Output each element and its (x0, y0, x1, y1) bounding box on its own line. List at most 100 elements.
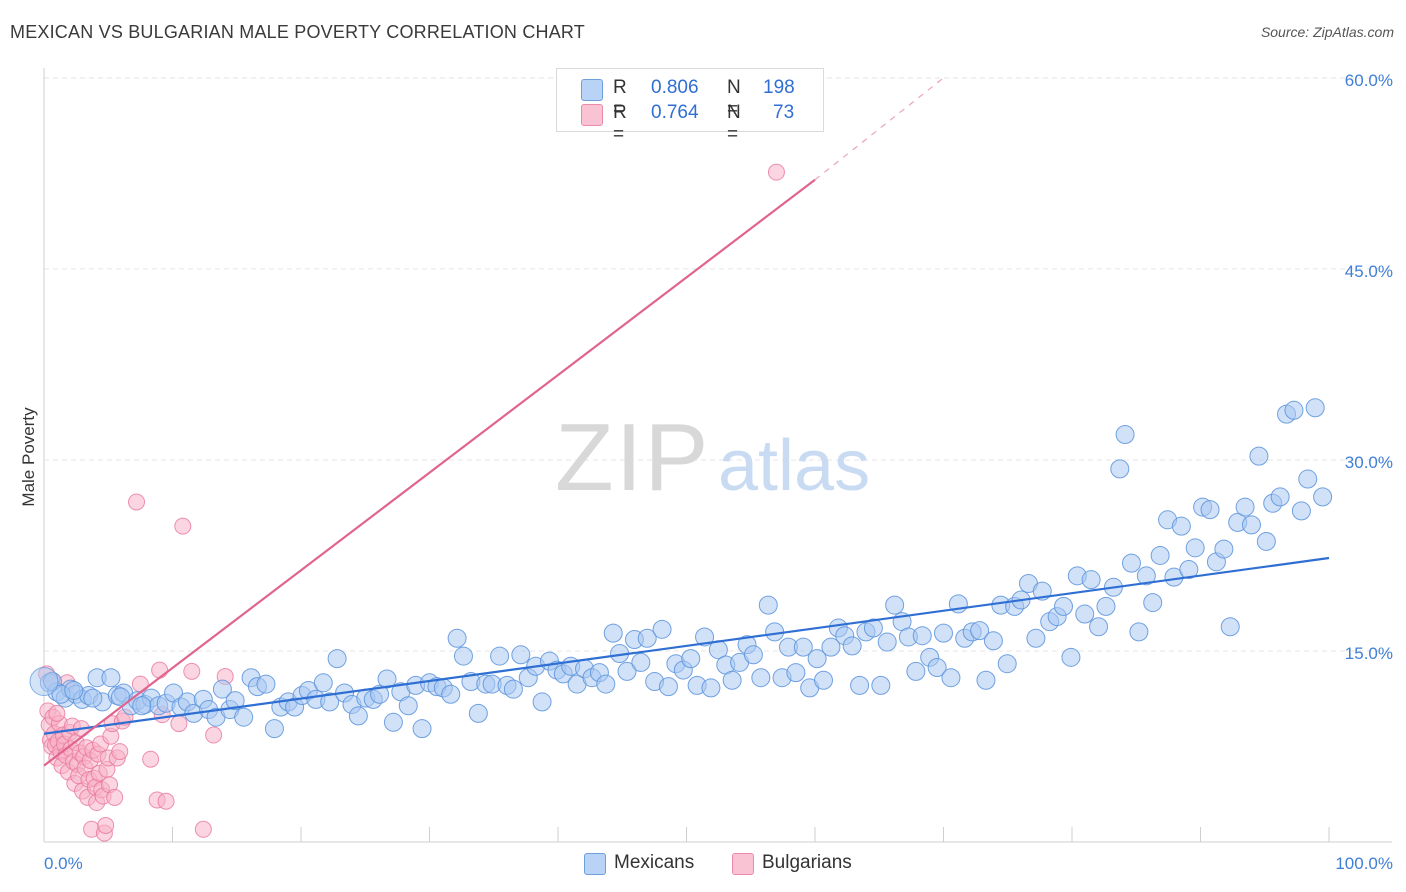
y-tick-label: 15.0% (1345, 644, 1393, 663)
mexican-point (970, 621, 990, 641)
mexican-point (327, 649, 347, 669)
bulgarian-point (111, 743, 129, 761)
bulgarian-point (205, 726, 223, 744)
mexican-point (863, 618, 883, 638)
mexican-point (453, 646, 473, 666)
mexican-point (681, 649, 701, 669)
mexican-point (1256, 531, 1276, 551)
mexican-point (212, 679, 232, 699)
legend-swatch-mexicans (581, 79, 603, 101)
bulgarian-point (128, 493, 146, 511)
mexican-point (1115, 424, 1135, 444)
mexican-point (850, 675, 870, 695)
legend-r-label: R = (613, 77, 627, 120)
mexican-point (842, 636, 862, 656)
mexican-point (313, 673, 333, 693)
mexican-point (997, 654, 1017, 674)
mexican-point (603, 623, 623, 643)
bulgarian-point (97, 816, 115, 834)
bottom-legend-swatch-mexicans (584, 853, 606, 875)
bulgarian-point (106, 788, 124, 806)
mexican-point (1054, 596, 1074, 616)
mexican-point (348, 706, 368, 726)
mexican-point (1200, 500, 1220, 520)
mexican-point (412, 719, 432, 739)
mexican-point (398, 696, 418, 716)
mexican-point (1214, 539, 1234, 559)
legend-r-value-mexicans: 0.806 (651, 77, 699, 98)
mexican-point (941, 668, 961, 688)
mexican-point (377, 669, 397, 689)
watermark-atlas: atlas (718, 426, 870, 506)
mexican-point (743, 645, 763, 665)
bulgarian-point (157, 792, 175, 810)
mexican-point (1081, 570, 1101, 590)
mexican-point (877, 632, 897, 652)
mexican-point (1241, 515, 1261, 535)
mexican-point (885, 595, 905, 615)
mexican-point (225, 691, 245, 711)
mexican-point (695, 627, 715, 647)
mexican-point (807, 649, 827, 669)
mexican-point (1291, 501, 1311, 521)
mexican-point (758, 595, 778, 615)
mexican-point (1171, 516, 1191, 536)
mexican-point (912, 626, 932, 646)
mexican-point (511, 645, 531, 665)
mexican-point (383, 712, 403, 732)
mexican-point (320, 692, 340, 712)
mexican-point (1270, 487, 1290, 507)
mexican-point (1298, 469, 1318, 489)
mexican-point (1136, 566, 1156, 586)
y-axis-label: Male Poverty (19, 407, 38, 507)
tick-labels: 15.0% 30.0% 45.0% 60.0% 0.0% 100.0% (44, 71, 1393, 873)
trend-lines (43, 77, 1330, 767)
mexican-point (1305, 398, 1325, 418)
mexican-point (1061, 647, 1081, 667)
bulgarian-point (48, 704, 66, 722)
mexican-point (793, 637, 813, 657)
mexican-point (101, 668, 121, 688)
mexican-point (370, 684, 390, 704)
mexican-point (110, 687, 130, 707)
mexican-point (637, 628, 657, 648)
mexican-point (1121, 553, 1141, 573)
mexican-point (64, 680, 84, 700)
correlation-legend: R = 0.806 N = 198 R = 0.764 N = 73 (556, 68, 824, 145)
x-tick-label: 100.0% (1335, 854, 1393, 873)
bulgarian-point (183, 662, 201, 680)
mexican-point (617, 661, 637, 681)
bottom-legend-label-mexicans: Mexicans (614, 852, 695, 873)
mexican-point (1110, 459, 1130, 479)
mexican-point (1179, 559, 1199, 579)
mexican-point (1096, 596, 1116, 616)
mexican-point (1129, 622, 1149, 642)
mexican-point (786, 663, 806, 683)
x-tick-label: 0.0% (44, 854, 83, 873)
legend-r-label: R = (613, 102, 627, 145)
mexican-point (441, 684, 461, 704)
legend-r-value-bulgarians: 0.764 (651, 102, 699, 123)
mexican-point (1150, 545, 1170, 565)
mexican-point (1235, 497, 1255, 517)
y-tick-label: 30.0% (1345, 453, 1393, 472)
legend-swatch-bulgarians (581, 104, 603, 126)
mexican-point (976, 670, 996, 690)
mexican-point (722, 670, 742, 690)
legend-n-value-bulgarians: 73 (773, 102, 795, 123)
mexican-point (83, 688, 103, 708)
mexican-point (1026, 628, 1046, 648)
mexican-point (658, 677, 678, 697)
bottom-legend-swatch-bulgarians (732, 853, 754, 875)
mexican-point (490, 646, 510, 666)
mexican-point (1143, 593, 1163, 613)
bulgarians-points (38, 163, 785, 842)
legend-n-value-mexicans: 198 (763, 77, 795, 98)
mexican-point (468, 703, 488, 723)
y-tick-label: 60.0% (1345, 71, 1393, 90)
mexican-point (631, 652, 651, 672)
bulgarian-point (194, 820, 212, 838)
bulgarian-point (151, 661, 169, 679)
mexican-point (701, 678, 721, 698)
